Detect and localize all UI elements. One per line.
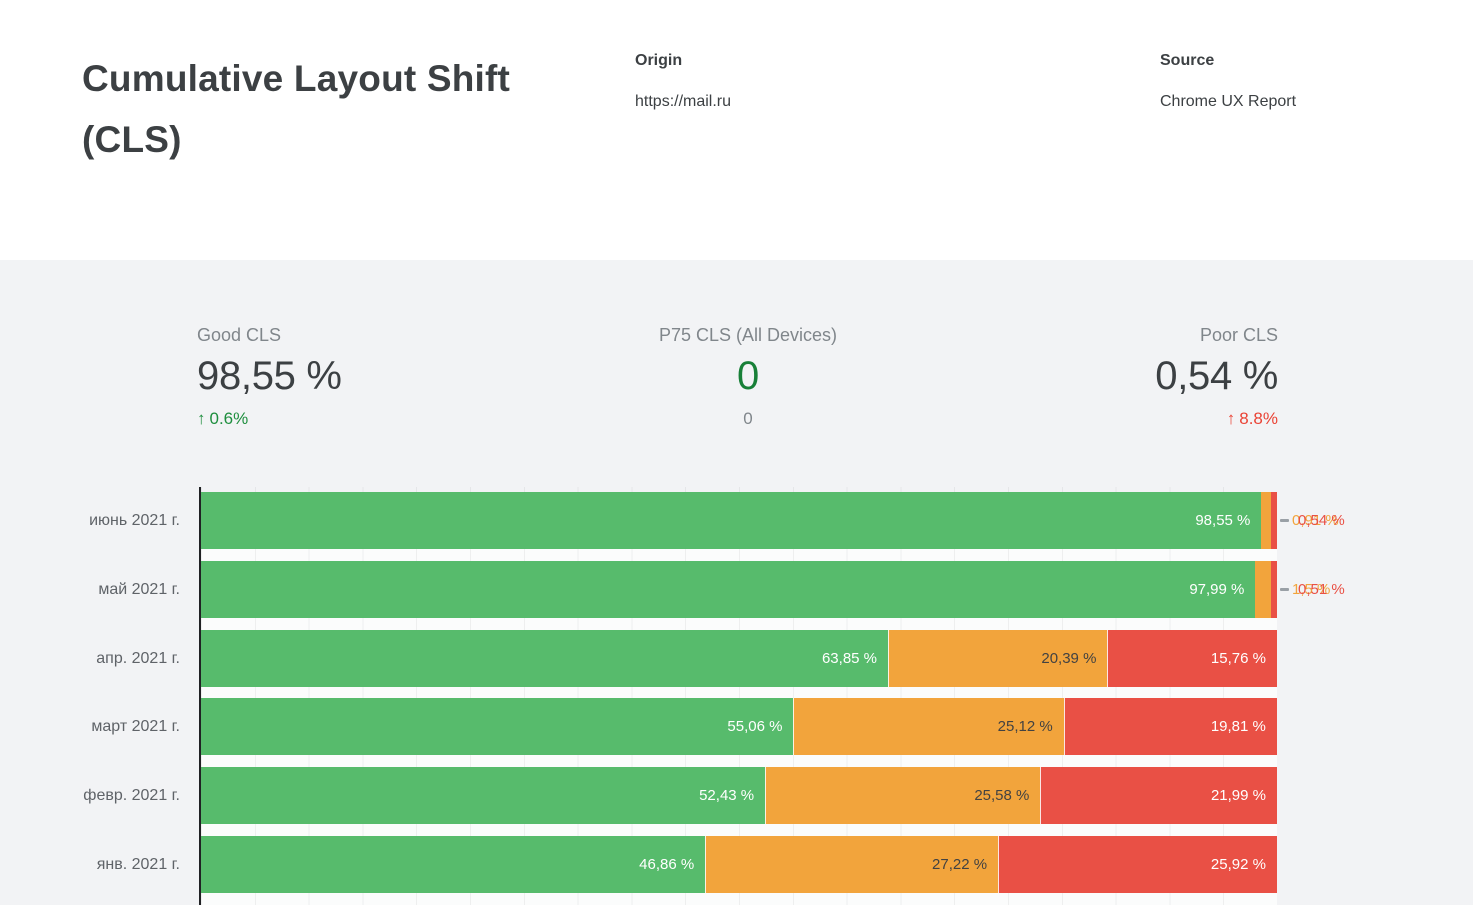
- bar-value-label: 20,39 %: [1041, 649, 1097, 667]
- y-axis-label: февр. 2021 г.: [83, 787, 180, 805]
- source-value: Chrome UX Report: [1160, 93, 1297, 110]
- bar-segment-good-cls[interactable]: 63,85 %: [201, 629, 889, 687]
- bar-segment-good-cls[interactable]: 55,06 %: [201, 698, 794, 756]
- row-separator-band: [201, 549, 1277, 561]
- p75-cls-stat-label: P75 CLS (All Devices): [658, 325, 838, 345]
- origin-value: https://mail.ru: [635, 93, 732, 110]
- poor-cls-stat-label: Poor CLS: [1199, 325, 1278, 345]
- bar-value-label: 27,22 %: [932, 856, 988, 873]
- bar-segment-poor-cls[interactable]: 25,92 %: [998, 836, 1277, 893]
- page-title: Cumulative Layout Shift (CLS): [82, 58, 511, 160]
- origin-label: Origin: [635, 52, 683, 69]
- row-separator-band: [201, 824, 1277, 836]
- bar-segment-good-cls[interactable]: 97,99 %: [201, 560, 1256, 618]
- bar-value-label: 52,43 %: [699, 787, 755, 805]
- bar-row: 63,85 % 20,39 % 15,76 %: [201, 629, 1277, 687]
- bar-segment-needs-improvement-cls[interactable]: 27,22 %: [705, 836, 999, 893]
- outside-value-label-needs-improvement-cls: 1,5 %: [1292, 580, 1331, 598]
- bar-value-label: 15,76 %: [1210, 649, 1266, 667]
- outside-value-label-needs-improvement-cls: 0,91 %: [1292, 512, 1339, 529]
- bar-segment-needs-improvement-cls[interactable]: [1255, 560, 1272, 618]
- bar-segment-needs-improvement-cls[interactable]: 20,39 %: [888, 629, 1108, 687]
- overflow-dash-icon: [1280, 587, 1289, 591]
- bar-segment-needs-improvement-cls[interactable]: 25,12 %: [793, 698, 1064, 756]
- p75-cls-stat: P75 CLS (All Devices) 0 0: [598, 325, 898, 429]
- bar-segment-poor-cls[interactable]: [1271, 560, 1277, 618]
- good-cls-stat: Good CLS 98,55 % ↑ 0.6%: [197, 325, 342, 429]
- bar-value-label: 98,55 %: [1195, 512, 1251, 529]
- bar-segment-good-cls[interactable]: 98,55 %: [201, 492, 1262, 549]
- bar-segment-good-cls[interactable]: 46,86 %: [201, 836, 706, 893]
- origin-block: Origin https://mail.ru: [635, 52, 731, 111]
- good-cls-delta-value: 0.6%: [209, 409, 249, 428]
- bar-row: 46,86 % 27,22 % 25,92 %: [201, 836, 1277, 893]
- good-cls-stat-delta: ↑ 0.6%: [197, 409, 342, 429]
- row-separator-band: [201, 617, 1277, 630]
- good-cls-stat-value: 98,55 %: [197, 354, 342, 398]
- bar-segment-needs-improvement-cls[interactable]: 25,58 %: [765, 767, 1041, 825]
- row-separator-band: [201, 755, 1277, 768]
- source-block: Source Chrome UX Report: [1160, 52, 1296, 111]
- poor-cls-stat-value: 0,54 %: [1155, 354, 1278, 398]
- p75-cls-stat-value: 0: [737, 354, 759, 398]
- bar-segment-needs-improvement-cls[interactable]: [1261, 492, 1272, 549]
- y-axis-label: июнь 2021 г.: [89, 512, 180, 529]
- bar-value-label: 25,92 %: [1210, 856, 1266, 873]
- y-axis-line: [199, 487, 201, 905]
- bar-segment-poor-cls[interactable]: 15,76 %: [1107, 629, 1277, 687]
- y-axis-label: апр. 2021 г.: [96, 649, 180, 667]
- bar-value-label: 25,58 %: [974, 787, 1030, 805]
- bar-value-label: 19,81 %: [1210, 718, 1266, 736]
- up-arrow-icon: ↑: [197, 409, 206, 428]
- poor-cls-stat-delta: ↑ 8.8%: [998, 409, 1278, 429]
- bar-value-label: 21,99 %: [1210, 787, 1266, 805]
- bar-segment-poor-cls[interactable]: [1271, 492, 1277, 549]
- outside-value-label-poor-cls: 0,51 %: [1298, 580, 1345, 598]
- stacked-bar-chart: 98,55 % 0,91 % 0,54 % 97,99 % 1,5 % 0,51 % 63,…: [201, 487, 1345, 905]
- bar-segment-good-cls[interactable]: 52,43 %: [201, 767, 766, 825]
- good-cls-stat-label: Good CLS: [197, 325, 282, 345]
- bar-value-label: 55,06 %: [727, 718, 783, 736]
- poor-cls-stat: Poor CLS 0,54 % ↑ 8.8%: [998, 325, 1278, 429]
- source-label: Source: [1160, 52, 1215, 69]
- bar-value-label: 25,12 %: [997, 718, 1053, 736]
- poor-cls-delta-value: 8.8%: [1239, 409, 1278, 428]
- bar-segment-poor-cls[interactable]: 19,81 %: [1063, 698, 1277, 756]
- row-separator-band: [201, 686, 1277, 699]
- row-separator-band: [201, 893, 1277, 905]
- outside-value-label-poor-cls: 0,54 %: [1298, 512, 1345, 529]
- bar-value-label: 63,85 %: [821, 649, 878, 667]
- bar-row: 97,99 % 1,5 % 0,51 %: [201, 560, 1345, 618]
- overflow-dash-icon: [1280, 519, 1289, 522]
- bar-row: 52,43 % 25,58 % 21,99 %: [201, 767, 1277, 825]
- p75-cls-stat-subvalue: 0: [743, 409, 753, 428]
- up-arrow-icon: ↑: [1226, 409, 1236, 428]
- bar-segment-poor-cls[interactable]: 21,99 %: [1040, 767, 1277, 825]
- y-axis-label: март 2021 г.: [91, 718, 180, 736]
- bar-row: 55,06 % 25,12 % 19,81 %: [201, 698, 1277, 756]
- y-axis-label: янв. 2021 г.: [96, 856, 180, 873]
- y-axis-label: май 2021 г.: [98, 580, 180, 598]
- bar-row: 98,55 % 0,91 % 0,54 %: [201, 492, 1345, 549]
- bar-value-label: 46,86 %: [639, 856, 695, 873]
- bar-value-label: 97,99 %: [1189, 580, 1245, 598]
